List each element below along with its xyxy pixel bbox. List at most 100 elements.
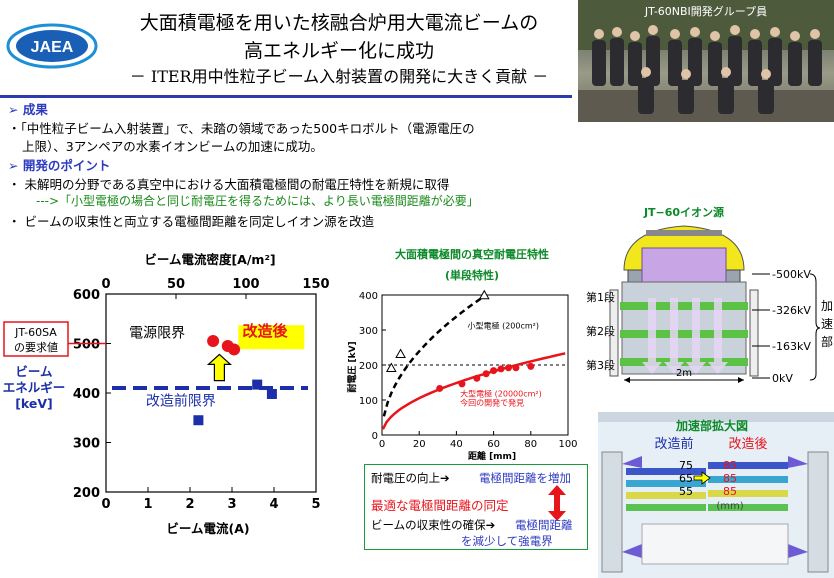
page-title-line1: 大面積電極を用いた核融合炉用大電流ビームの: [139, 12, 539, 34]
change-arrow-icon: [693, 471, 711, 485]
chart2-x-tick-label: 40: [450, 439, 463, 450]
x-tick-label: 2: [185, 497, 194, 512]
large-electrode-point: [527, 362, 535, 370]
large-electrode-point: [512, 364, 520, 372]
before-point: [193, 415, 204, 426]
requirement-box: [3, 321, 69, 357]
after-label: 改造後: [243, 322, 289, 340]
before-point: [266, 388, 277, 399]
jaea-logo: JAEA: [6, 23, 98, 69]
requirement-label-2: の要求値: [14, 341, 58, 354]
x-tick-label: 5: [311, 497, 320, 512]
chart2-x-tick-label: 100: [558, 439, 577, 450]
y-axis-label-3: [keV]: [15, 396, 53, 411]
unit-label: (mm): [716, 501, 743, 512]
y-tick-label: 600: [73, 288, 100, 303]
point-text-1: ・ 未解明の分野である真空中における大面積電極間の耐電圧特性を新規に取得: [8, 177, 450, 192]
beam-energy-chart: ビーム電流密度[A/m²] 0 1 2 3 4 50 50 100 15020030040050…: [3, 252, 330, 536]
x-axis-label: ビーム電流(A): [166, 521, 249, 536]
large-electrode-point: [482, 370, 490, 378]
chart2-y-tick-label: 400: [359, 291, 378, 302]
voltage-500: -500kV: [772, 268, 811, 281]
stage1-label: 第1段: [586, 290, 615, 304]
chart2-x-tick-label: 0: [379, 439, 385, 450]
chart2-y-tick-label: 300: [359, 326, 378, 337]
chart2-x-tick-label: 60: [487, 439, 500, 450]
title-divider: [0, 95, 572, 98]
before-point: [252, 379, 263, 390]
page-subtitle: － ITER用中性粒子ビーム入射装置の開発に大きく貢献 －: [129, 67, 549, 86]
requirement-label-1: JT-60SA: [14, 326, 57, 339]
point-text-2: ・ ビームの収束性と両立する電極間距離を同定しイオン源を改造: [8, 214, 375, 229]
point-heading: ➢ 開発のポイント: [8, 158, 111, 173]
after-value-1: 85: [723, 459, 737, 472]
accel-label-3: 部: [821, 334, 833, 349]
improvement-arrow-icon: [206, 353, 232, 382]
voltage-holding-chart: 大面積電極間の真空耐電圧特性 (単段特性) 0 20 40 60 80 100 0 100 20…: [346, 247, 578, 462]
accel-label-1: 加: [821, 299, 833, 313]
chart2-x-label: 距離 [mm]: [468, 450, 516, 462]
stage2-label: 第2段: [586, 324, 615, 338]
summary-line2: 最適な電極間距離の同定: [371, 498, 509, 513]
large-electrode-point: [497, 365, 505, 373]
x2-tick-label: 0: [101, 277, 110, 292]
small-electrode-point: [395, 348, 406, 358]
summary-line3: ビームの収束性の確保➔: [371, 518, 496, 532]
chart2-x-tick-label: 20: [413, 439, 426, 450]
page-title-line2: 高エネルギー化に成功: [243, 40, 434, 62]
up-down-arrow-icon: [548, 485, 566, 521]
result-text-1: ・「中性粒子ビーム入射装置」で、未踏の領域であった500キロボルト（電源電圧の: [8, 121, 475, 136]
enlarged-title: 加速部拡大図: [675, 418, 748, 433]
small-electrode-curve: [382, 295, 486, 417]
small-electrode-label: 小型電極 (200cm²): [468, 320, 539, 330]
accelerator-detail-diagram: 加速部拡大図 改造前 改造後 75 65 55 85 85 85 (mm): [598, 412, 834, 578]
ion-source-diagram: JT−60イオン源 2m 第1段 第2段 第3段 -500kV -326kV -…: [586, 205, 833, 385]
large-electrode-point: [436, 384, 444, 392]
chart2-y-tick-label: 100: [359, 396, 378, 407]
summary-line1: 耐電圧の向上➔: [371, 471, 450, 485]
before-value-65: 65: [679, 472, 693, 485]
after-value-3: 85: [723, 485, 737, 498]
y-axis-label-1: ビーム: [15, 364, 53, 379]
y-tick-label: 400: [73, 387, 100, 402]
small-electrode-point: [478, 289, 490, 300]
y-tick-label: 200: [73, 486, 100, 501]
result-heading: ➢ 成果: [8, 102, 48, 117]
after-label-bg: [238, 325, 305, 350]
after-heading: 改造後: [728, 437, 767, 452]
photo-caption: JT-60NBI開発グループ員: [644, 5, 768, 18]
after-point: [228, 343, 241, 356]
logo-text: JAEA: [31, 39, 74, 56]
width-label: 2m: [676, 368, 692, 379]
result-text-2: 上限）、3アンペアの水素イオンビームの加速に成功。: [22, 139, 323, 154]
x2-tick-label: 100: [232, 277, 259, 292]
voltage-326: -326kV: [772, 304, 811, 317]
small-electrode-point: [385, 362, 397, 372]
x-tick-label: 4: [269, 497, 278, 512]
y-axis-label-2: エネルギー: [3, 380, 66, 395]
before-value-75: 75: [679, 459, 693, 472]
summary-box: 耐電圧の向上➔ 電極間距離を増加 最適な電極間距離の同定 ビームの収束性の確保➔…: [364, 464, 588, 550]
summary-line4: を減少して強電界: [461, 534, 553, 548]
before-limit-label: 改造前限界: [146, 392, 216, 409]
ion-source-title: JT−60イオン源: [643, 205, 724, 219]
stage3-label: 第3段: [586, 358, 615, 372]
group-photo-image: [578, 0, 834, 122]
x-tick-label: 0: [101, 497, 110, 512]
summary-line3b: 電極間距離: [515, 518, 573, 532]
chart2-title: 大面積電極間の真空耐電圧特性: [395, 247, 549, 261]
x2-tick-label: 50: [167, 277, 185, 292]
large-electrode-point: [473, 374, 481, 382]
x-tick-label: 1: [143, 497, 152, 512]
accel-label-2: 速: [821, 317, 833, 331]
point-note: --->「小型電極の場合と同じ耐電圧を得るためには、より長い電極間距離が必要」: [36, 194, 479, 208]
x2-tick-label: 150: [302, 277, 329, 292]
large-electrode-point: [490, 367, 498, 375]
large-electrode-label: 大型電極 (20000cm²): [460, 389, 542, 399]
chart2-y-tick-label: 200: [359, 361, 378, 372]
large-electrode-note: 今回の開発で発見: [460, 397, 524, 407]
before-value-55: 55: [679, 485, 693, 498]
large-electrode-point: [458, 380, 466, 388]
voltage-0: 0kV: [772, 372, 793, 385]
after-value-2: 85: [723, 472, 737, 485]
